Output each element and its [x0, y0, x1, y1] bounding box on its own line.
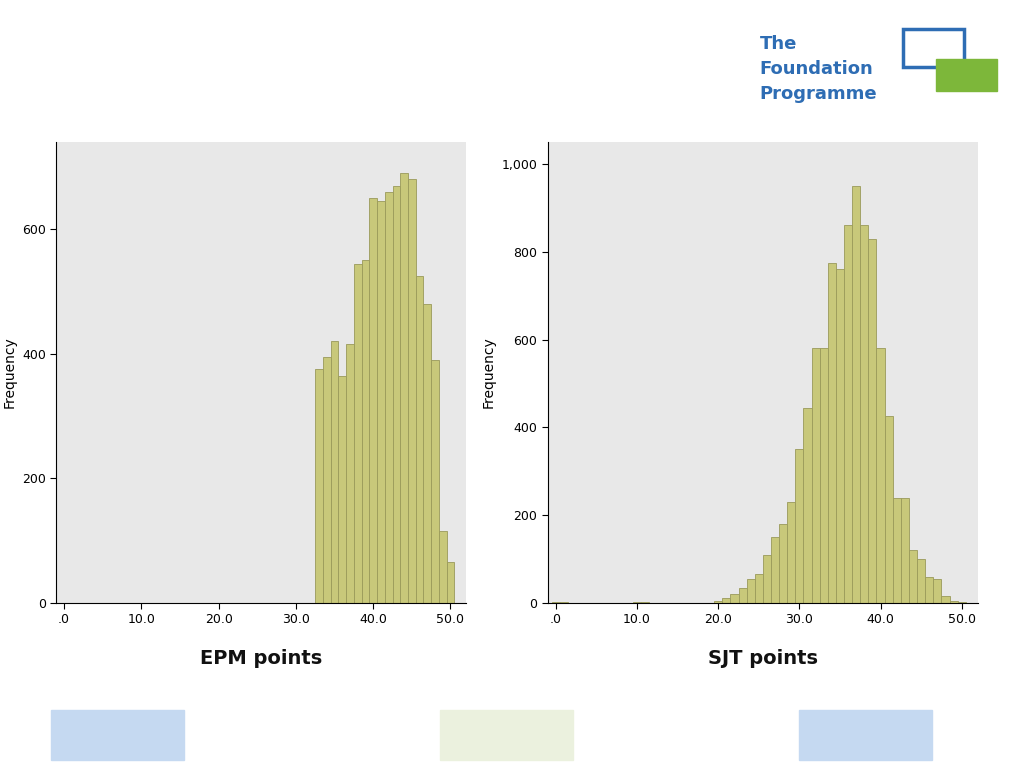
Bar — [804, 408, 812, 603]
Bar — [877, 349, 885, 603]
Bar — [901, 498, 909, 603]
Bar — [909, 550, 918, 603]
Bar — [633, 602, 641, 603]
Bar — [771, 537, 779, 603]
Bar — [641, 602, 649, 603]
Bar — [799, 710, 932, 760]
Bar — [933, 579, 941, 603]
Y-axis label: Frequency: Frequency — [482, 336, 496, 409]
Text: SJT points: SJT points — [708, 649, 818, 668]
Bar — [836, 270, 844, 603]
Y-axis label: Frequency: Frequency — [2, 336, 16, 409]
Bar — [323, 357, 331, 603]
Text: EPM points: EPM points — [200, 649, 323, 668]
Bar — [51, 710, 184, 760]
Bar — [868, 239, 877, 603]
Bar — [400, 174, 408, 603]
Bar — [755, 574, 763, 603]
Bar — [763, 554, 771, 603]
Bar — [331, 341, 338, 603]
Bar — [552, 601, 560, 603]
Bar — [957, 602, 966, 603]
Bar — [354, 263, 361, 603]
Bar — [315, 369, 323, 603]
Bar — [722, 598, 730, 603]
Bar — [787, 502, 796, 603]
Bar — [925, 577, 933, 603]
Bar — [893, 498, 901, 603]
Bar — [779, 524, 787, 603]
Text: Programme: Programme — [760, 85, 877, 103]
Bar — [860, 226, 868, 603]
Bar — [377, 201, 385, 603]
Bar — [361, 260, 370, 603]
Bar — [819, 349, 827, 603]
Text: The: The — [760, 35, 797, 53]
Bar — [560, 601, 568, 603]
Bar — [730, 594, 738, 603]
Bar — [941, 596, 949, 603]
Bar — [416, 276, 423, 603]
Text: Distribution of SJT/EPM scores from: Distribution of SJT/EPM scores from — [11, 35, 541, 61]
Bar — [346, 345, 354, 603]
Bar — [446, 562, 455, 603]
Bar — [338, 376, 346, 603]
Text: Foundation: Foundation — [760, 60, 873, 78]
Bar — [812, 349, 819, 603]
Bar — [370, 198, 377, 603]
Bar — [714, 601, 722, 603]
Bar — [852, 186, 860, 603]
Text: FP 2016: FP 2016 — [11, 76, 131, 102]
Bar — [439, 531, 446, 603]
Bar — [431, 360, 439, 603]
Bar — [392, 186, 400, 603]
Bar — [408, 180, 416, 603]
Bar — [746, 579, 755, 603]
Bar — [827, 263, 836, 603]
Bar — [949, 601, 957, 603]
Bar — [385, 192, 392, 603]
Bar — [796, 449, 804, 603]
Bar — [918, 559, 925, 603]
Bar — [885, 416, 893, 603]
Bar — [423, 304, 431, 603]
Bar — [903, 29, 964, 67]
Bar — [738, 588, 746, 603]
Bar — [440, 710, 573, 760]
Bar — [936, 59, 997, 91]
Bar — [844, 226, 852, 603]
